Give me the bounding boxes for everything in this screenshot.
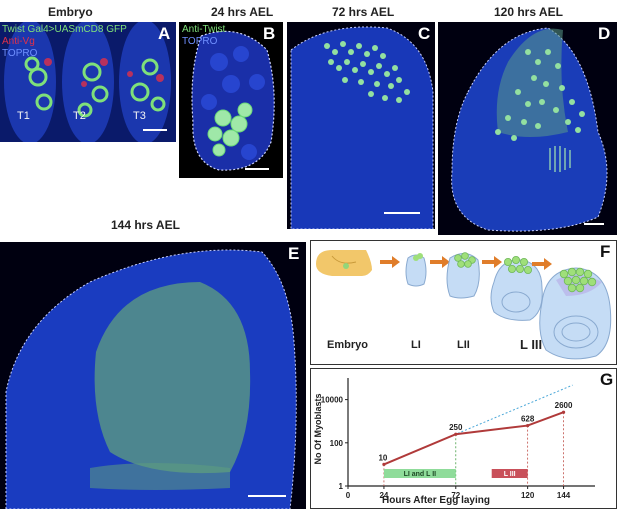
panel-label-d: D [598, 24, 611, 43]
stain-twist-label: Anti-Twist [182, 24, 226, 35]
chart-data-point [382, 462, 386, 466]
chart-x-tick-label: 120 [521, 491, 535, 500]
stage-l1-label: LI [411, 339, 421, 351]
chart-y-tick-label: 10000 [321, 396, 344, 405]
chart-y-tick-label: 100 [330, 439, 344, 448]
stain-topro-label-b: TOPRO [182, 36, 218, 47]
segment-t1: T1 [17, 110, 30, 122]
chart-y-tick-label: 1 [339, 482, 344, 491]
chart-data-point [454, 432, 458, 436]
panel-c-image: C [287, 22, 435, 229]
panel-label-g: G [600, 370, 614, 389]
panel-a-image: Twist Gal4>UASmCD8 GFP Anti-Vg TOPRO T1 … [0, 22, 176, 142]
chart-x-tick-label: 24 [379, 491, 388, 500]
segment-t2: T2 [73, 110, 86, 122]
chart-data-label: 2600 [555, 401, 573, 410]
stain-vg-label: Anti-Vg [2, 36, 35, 47]
chart-data-point [526, 423, 530, 428]
chart-x-tick-label: 144 [557, 491, 571, 500]
segment-t3: T3 [133, 110, 146, 122]
chart-x-tick-label: 72 [451, 491, 460, 500]
chart-stage-bar [491, 469, 528, 478]
header-120hrs: 120 hrs AEL [494, 5, 563, 19]
header-24hrs: 24 hrs AEL [211, 5, 274, 19]
panel-label-e: E [288, 244, 300, 263]
panel-label-b: B [263, 24, 276, 43]
panel-a-micrograph [0, 22, 176, 142]
chart-stage-bar-label: LI and L II [404, 471, 437, 478]
panel-f-stage-drawing [310, 240, 617, 365]
chart-y-axis-title: No Of Myoblasts [313, 393, 323, 465]
stage-l3-label: L III [520, 337, 543, 352]
panel-d-myoblasts [495, 49, 585, 141]
panel-e-micrograph [0, 242, 306, 509]
panel-f-schematic: Embryo LI LII L III F [310, 240, 617, 365]
chart-data-label: 628 [521, 415, 535, 424]
panel-label-c: C [418, 24, 431, 43]
stain-gfp-label: Twist Gal4>UASmCD8 GFP [2, 24, 127, 35]
chart-data-label: 250 [449, 423, 463, 432]
stage-l2-label: LII [457, 339, 470, 351]
panel-d-image: D [438, 22, 617, 235]
chart-x-axis-title: Hours After Egg laying [382, 495, 490, 506]
panel-b-micrograph [179, 22, 283, 178]
panel-b-image: Anti-Twist TOPRO B [179, 22, 283, 178]
panel-g-chart: 0 24 72 120 144 1 100 10000 LI and L II L III 10 25… [310, 368, 617, 509]
stain-topro-label: TOPRO [2, 48, 38, 59]
panel-c-myoblasts [324, 41, 410, 103]
header-144hrs: 144 hrs AEL [111, 218, 180, 232]
panel-label-f: F [600, 242, 611, 261]
chart-stage-bar-label: L III [504, 471, 516, 478]
chart-data-point [561, 410, 566, 414]
stage-embryo-label: Embryo [327, 339, 368, 351]
chart-stage-bar [383, 469, 456, 478]
header-embryo: Embryo [48, 5, 93, 19]
panel-d-micrograph [438, 22, 617, 235]
header-72hrs: 72 hrs AEL [332, 5, 395, 19]
panel-e-image: E [0, 242, 306, 509]
chart-x-tick-label: 0 [346, 491, 351, 500]
chart-data-label: 10 [378, 453, 387, 462]
panel-c-micrograph [287, 22, 435, 229]
panel-label-a: A [158, 24, 171, 43]
myoblast-growth-chart: 0 24 72 120 144 1 100 10000 LI and L II L III 10 25… [310, 368, 617, 509]
chart-series-line [383, 411, 564, 466]
